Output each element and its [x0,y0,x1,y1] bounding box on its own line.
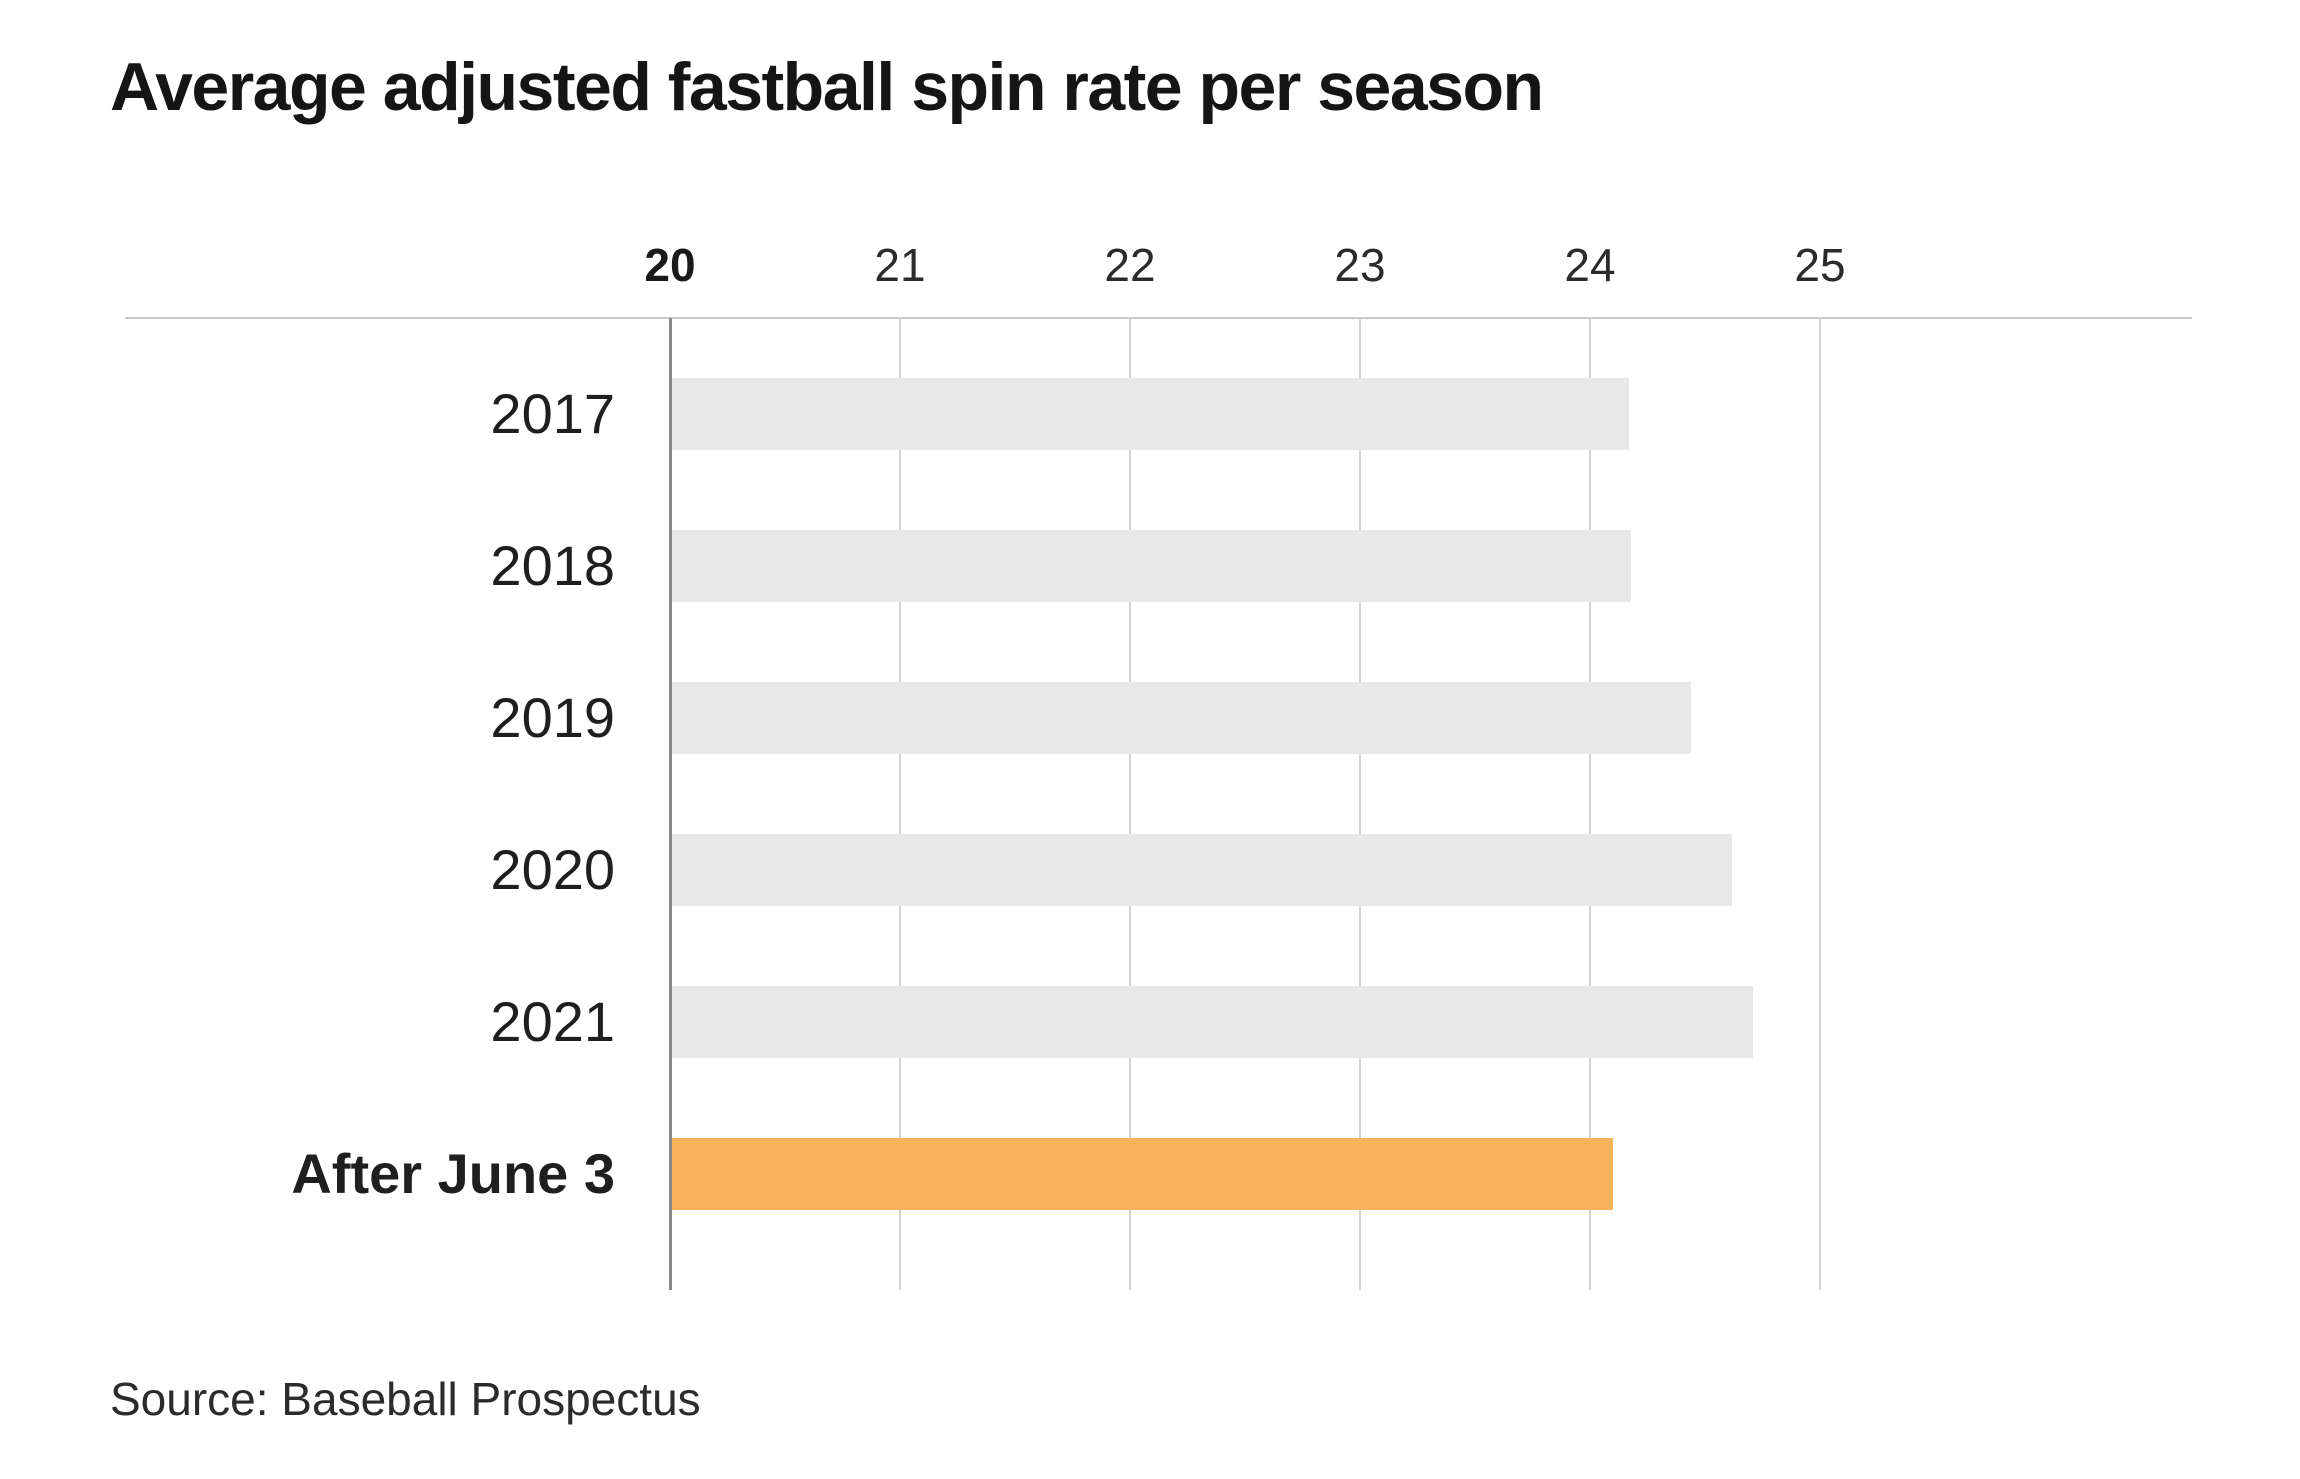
axis-top-rule [125,317,2192,319]
x-tick-label-24: 24 [1564,239,1616,291]
bar-after-june-3 [672,1138,1613,1210]
row-label-2020: 2020 [490,838,615,901]
x-tick-label-22: 22 [1104,239,1156,291]
source-note: Source: Baseball Prospectus [110,1373,701,1425]
x-tick-label-25: 25 [1794,239,1846,291]
row-label-2021: 2021 [490,990,615,1053]
gridline-x-24 [1589,318,1591,1290]
bar-2017 [672,378,1629,450]
gridline-x-22 [1129,318,1131,1290]
x-tick-label-20: 20 [644,239,696,291]
row-label-after-june-3: After June 3 [291,1142,615,1205]
row-label-2017: 2017 [490,382,615,445]
bar-2021 [672,986,1753,1058]
gridline-x-23 [1359,318,1361,1290]
gridline-x-21 [899,318,901,1290]
gridline-x-25 [1819,318,1821,1290]
gridline-x-20 [668,318,672,1290]
bar-2019 [672,682,1691,754]
row-label-2019: 2019 [490,686,615,749]
row-label-2018: 2018 [490,534,615,597]
bar-2020 [672,834,1733,906]
chart-title: Average adjusted fastball spin rate per … [110,49,1544,125]
x-tick-label-21: 21 [874,239,926,291]
bar-2018 [672,530,1632,602]
x-tick-label-23: 23 [1334,239,1386,291]
